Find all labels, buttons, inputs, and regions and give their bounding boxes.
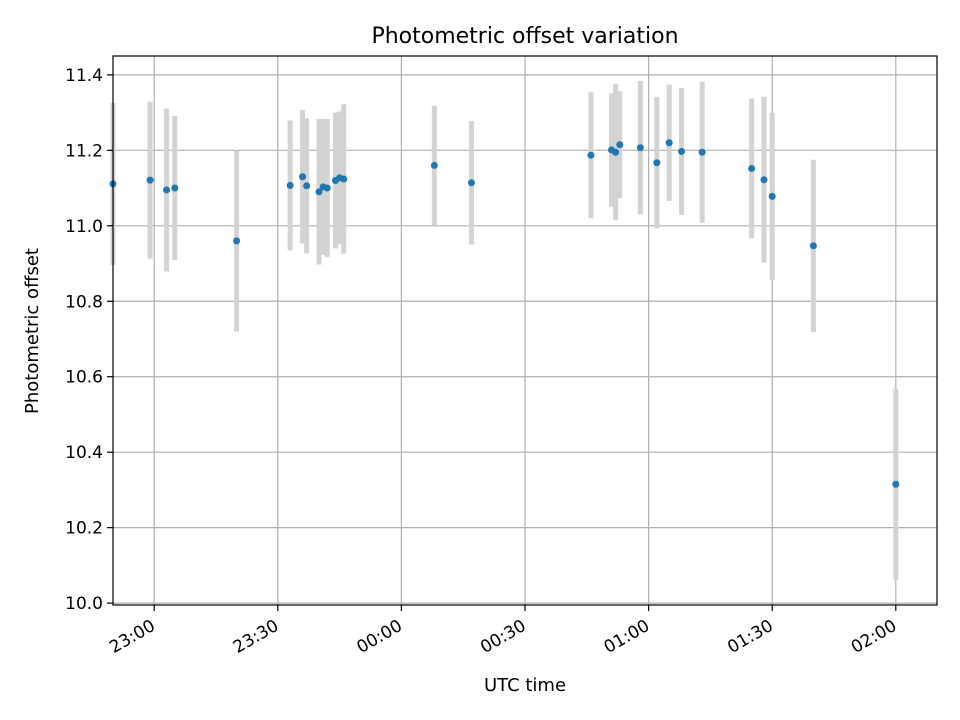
- data-point: [760, 176, 768, 184]
- y-tick-label: 11.0: [65, 217, 103, 237]
- data-point: [303, 182, 311, 190]
- y-tick-label: 10.2: [65, 519, 103, 539]
- x-tick-label: 23:30: [230, 616, 282, 658]
- y-tick-label: 10.8: [65, 292, 103, 312]
- x-tick-label: 02:00: [848, 616, 900, 658]
- y-tick-label: 10.4: [65, 443, 103, 463]
- data-point: [315, 188, 323, 196]
- data-point: [299, 173, 307, 181]
- data-point: [892, 480, 900, 488]
- data-point: [146, 176, 154, 184]
- x-tick-label: 00:00: [353, 616, 405, 658]
- chart-title: Photometric offset variation: [371, 24, 678, 49]
- data-point: [768, 192, 776, 200]
- y-axis-label: Photometric offset: [22, 248, 43, 414]
- y-axis-ticks: 10.0 10.2 10.4 10.6 10.8 11.0 11.2 11.4: [65, 66, 113, 614]
- error-bars: [110, 80, 899, 580]
- data-point: [748, 164, 756, 172]
- data-point: [616, 141, 624, 149]
- data-point: [809, 242, 817, 250]
- x-axis-label: UTC time: [484, 675, 566, 696]
- data-point: [233, 237, 241, 245]
- data-point: [653, 159, 661, 167]
- data-point: [678, 147, 686, 155]
- x-tick-label: 23:00: [106, 616, 158, 658]
- x-tick-label: 01:00: [601, 616, 653, 658]
- data-point: [323, 184, 331, 192]
- data-point: [612, 148, 620, 156]
- data-point: [698, 148, 706, 156]
- data-point: [286, 181, 294, 189]
- data-point: [171, 184, 179, 192]
- y-tick-label: 10.0: [65, 594, 103, 614]
- data-point: [163, 186, 171, 194]
- x-axis-ticks: 23:00 23:30 00:00 00:30 01:00 01:30 02:00: [106, 605, 900, 658]
- data-point: [636, 144, 644, 152]
- data-point: [430, 161, 438, 169]
- y-tick-label: 11.2: [65, 141, 103, 161]
- x-tick-label: 01:30: [724, 616, 776, 658]
- y-tick-label: 10.6: [65, 368, 103, 388]
- data-points: [109, 139, 900, 488]
- data-point: [587, 151, 595, 159]
- x-tick-label: 00:30: [477, 616, 529, 658]
- data-point: [340, 175, 348, 183]
- data-point: [665, 139, 673, 147]
- y-tick-label: 11.4: [65, 66, 103, 86]
- data-point: [467, 179, 475, 187]
